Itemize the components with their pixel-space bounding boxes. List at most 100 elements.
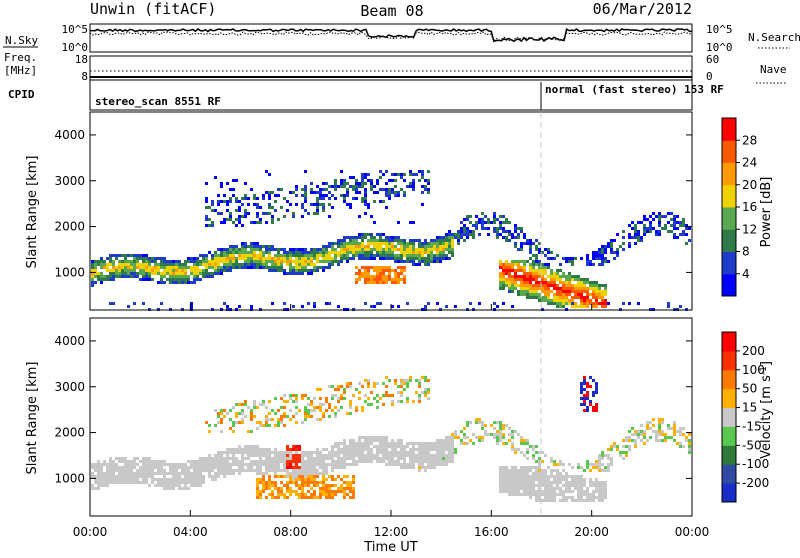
velocity-cell (391, 454, 394, 457)
power-cell (148, 266, 151, 269)
power-cell (547, 290, 550, 293)
power-cell (346, 257, 349, 260)
power-cell (457, 236, 460, 239)
velocity-cell (190, 475, 193, 478)
power-cell (472, 224, 475, 227)
velocity-cell (172, 478, 175, 481)
power-cell (478, 218, 481, 221)
power-cell (289, 266, 292, 269)
velocity-cell (313, 496, 316, 499)
power-cell (580, 305, 583, 308)
power-cell (310, 254, 313, 257)
power-cell (202, 254, 205, 257)
velocity-cell (607, 448, 610, 451)
velocity-cell (289, 460, 292, 463)
power-cell (403, 266, 406, 269)
velocity-cell (322, 475, 325, 478)
velocity-cell (151, 475, 154, 478)
power-cell (421, 254, 424, 257)
velocity-cell (259, 421, 262, 424)
colorbar-swatch (722, 464, 736, 484)
power-cell (154, 266, 157, 269)
power-cell (577, 305, 580, 308)
velocity-cell (190, 484, 193, 487)
velocity-cell (178, 466, 181, 469)
power-cell (412, 173, 415, 176)
power-cell (355, 248, 358, 251)
velocity-cell (334, 490, 337, 493)
power-cell (376, 248, 379, 251)
power-cell (310, 188, 313, 191)
velocity-cell (91, 466, 94, 469)
power-cell (544, 266, 547, 269)
power-cell (562, 293, 565, 296)
velocity-cell (184, 472, 187, 475)
velocity-cell (661, 433, 664, 436)
velocity-cell (388, 379, 391, 382)
power-cell (208, 260, 211, 263)
velocity-cell (601, 496, 604, 499)
power-cell (289, 263, 292, 266)
velocity-cell (451, 433, 454, 436)
power-cell (379, 236, 382, 239)
velocity-cell (436, 439, 439, 442)
velocity-cell (331, 385, 334, 388)
power-cell (580, 278, 583, 281)
power-cell (502, 266, 505, 269)
velocity-cell (328, 475, 331, 478)
velocity-cell (394, 451, 397, 454)
velocity-cell (655, 433, 658, 436)
velocity-cell (322, 454, 325, 457)
velocity-cell (424, 391, 427, 394)
velocity-cell (319, 463, 322, 466)
power-cell (373, 191, 376, 194)
velocity-cell (661, 421, 664, 424)
power-cell (652, 218, 655, 221)
power-cell (175, 272, 178, 275)
power-cell (268, 257, 271, 260)
velocity-cell (337, 490, 340, 493)
power-cell (352, 248, 355, 251)
velocity-cell (502, 433, 505, 436)
power-cell (652, 227, 655, 230)
power-cell (508, 233, 511, 236)
power-cell (355, 251, 358, 254)
power-cell (97, 263, 100, 266)
power-cell (538, 284, 541, 287)
velocity-cell (133, 457, 136, 460)
power-cell (499, 266, 502, 269)
velocity-cell (316, 469, 319, 472)
power-cell (181, 275, 184, 278)
velocity-cell (529, 484, 532, 487)
velocity-cell (301, 451, 304, 454)
power-cell (277, 218, 280, 221)
velocity-cell (124, 463, 127, 466)
power-cell (241, 263, 244, 266)
velocity-cell (355, 454, 358, 457)
power-cell (496, 236, 499, 239)
velocity-cell (286, 463, 289, 466)
velocity-cell (262, 451, 265, 454)
power-cell (316, 257, 319, 260)
power-cell (406, 302, 409, 305)
power-cell (208, 206, 211, 209)
power-cell (349, 236, 352, 239)
velocity-cell (352, 451, 355, 454)
velocity-cell (481, 427, 484, 430)
power-cell (310, 269, 313, 272)
velocity-cell (142, 469, 145, 472)
power-cell (145, 257, 148, 260)
power-cell (391, 278, 394, 281)
velocity-cell (304, 475, 307, 478)
power-cell (499, 284, 502, 287)
velocity-cell (187, 472, 190, 475)
power-cell (622, 242, 625, 245)
power-cell (598, 263, 601, 266)
power-cell (502, 272, 505, 275)
power-cell (340, 248, 343, 251)
velocity-cell (106, 466, 109, 469)
velocity-cell (241, 469, 244, 472)
velocity-cell (286, 487, 289, 490)
velocity-cell (229, 469, 232, 472)
velocity-cell (403, 448, 406, 451)
